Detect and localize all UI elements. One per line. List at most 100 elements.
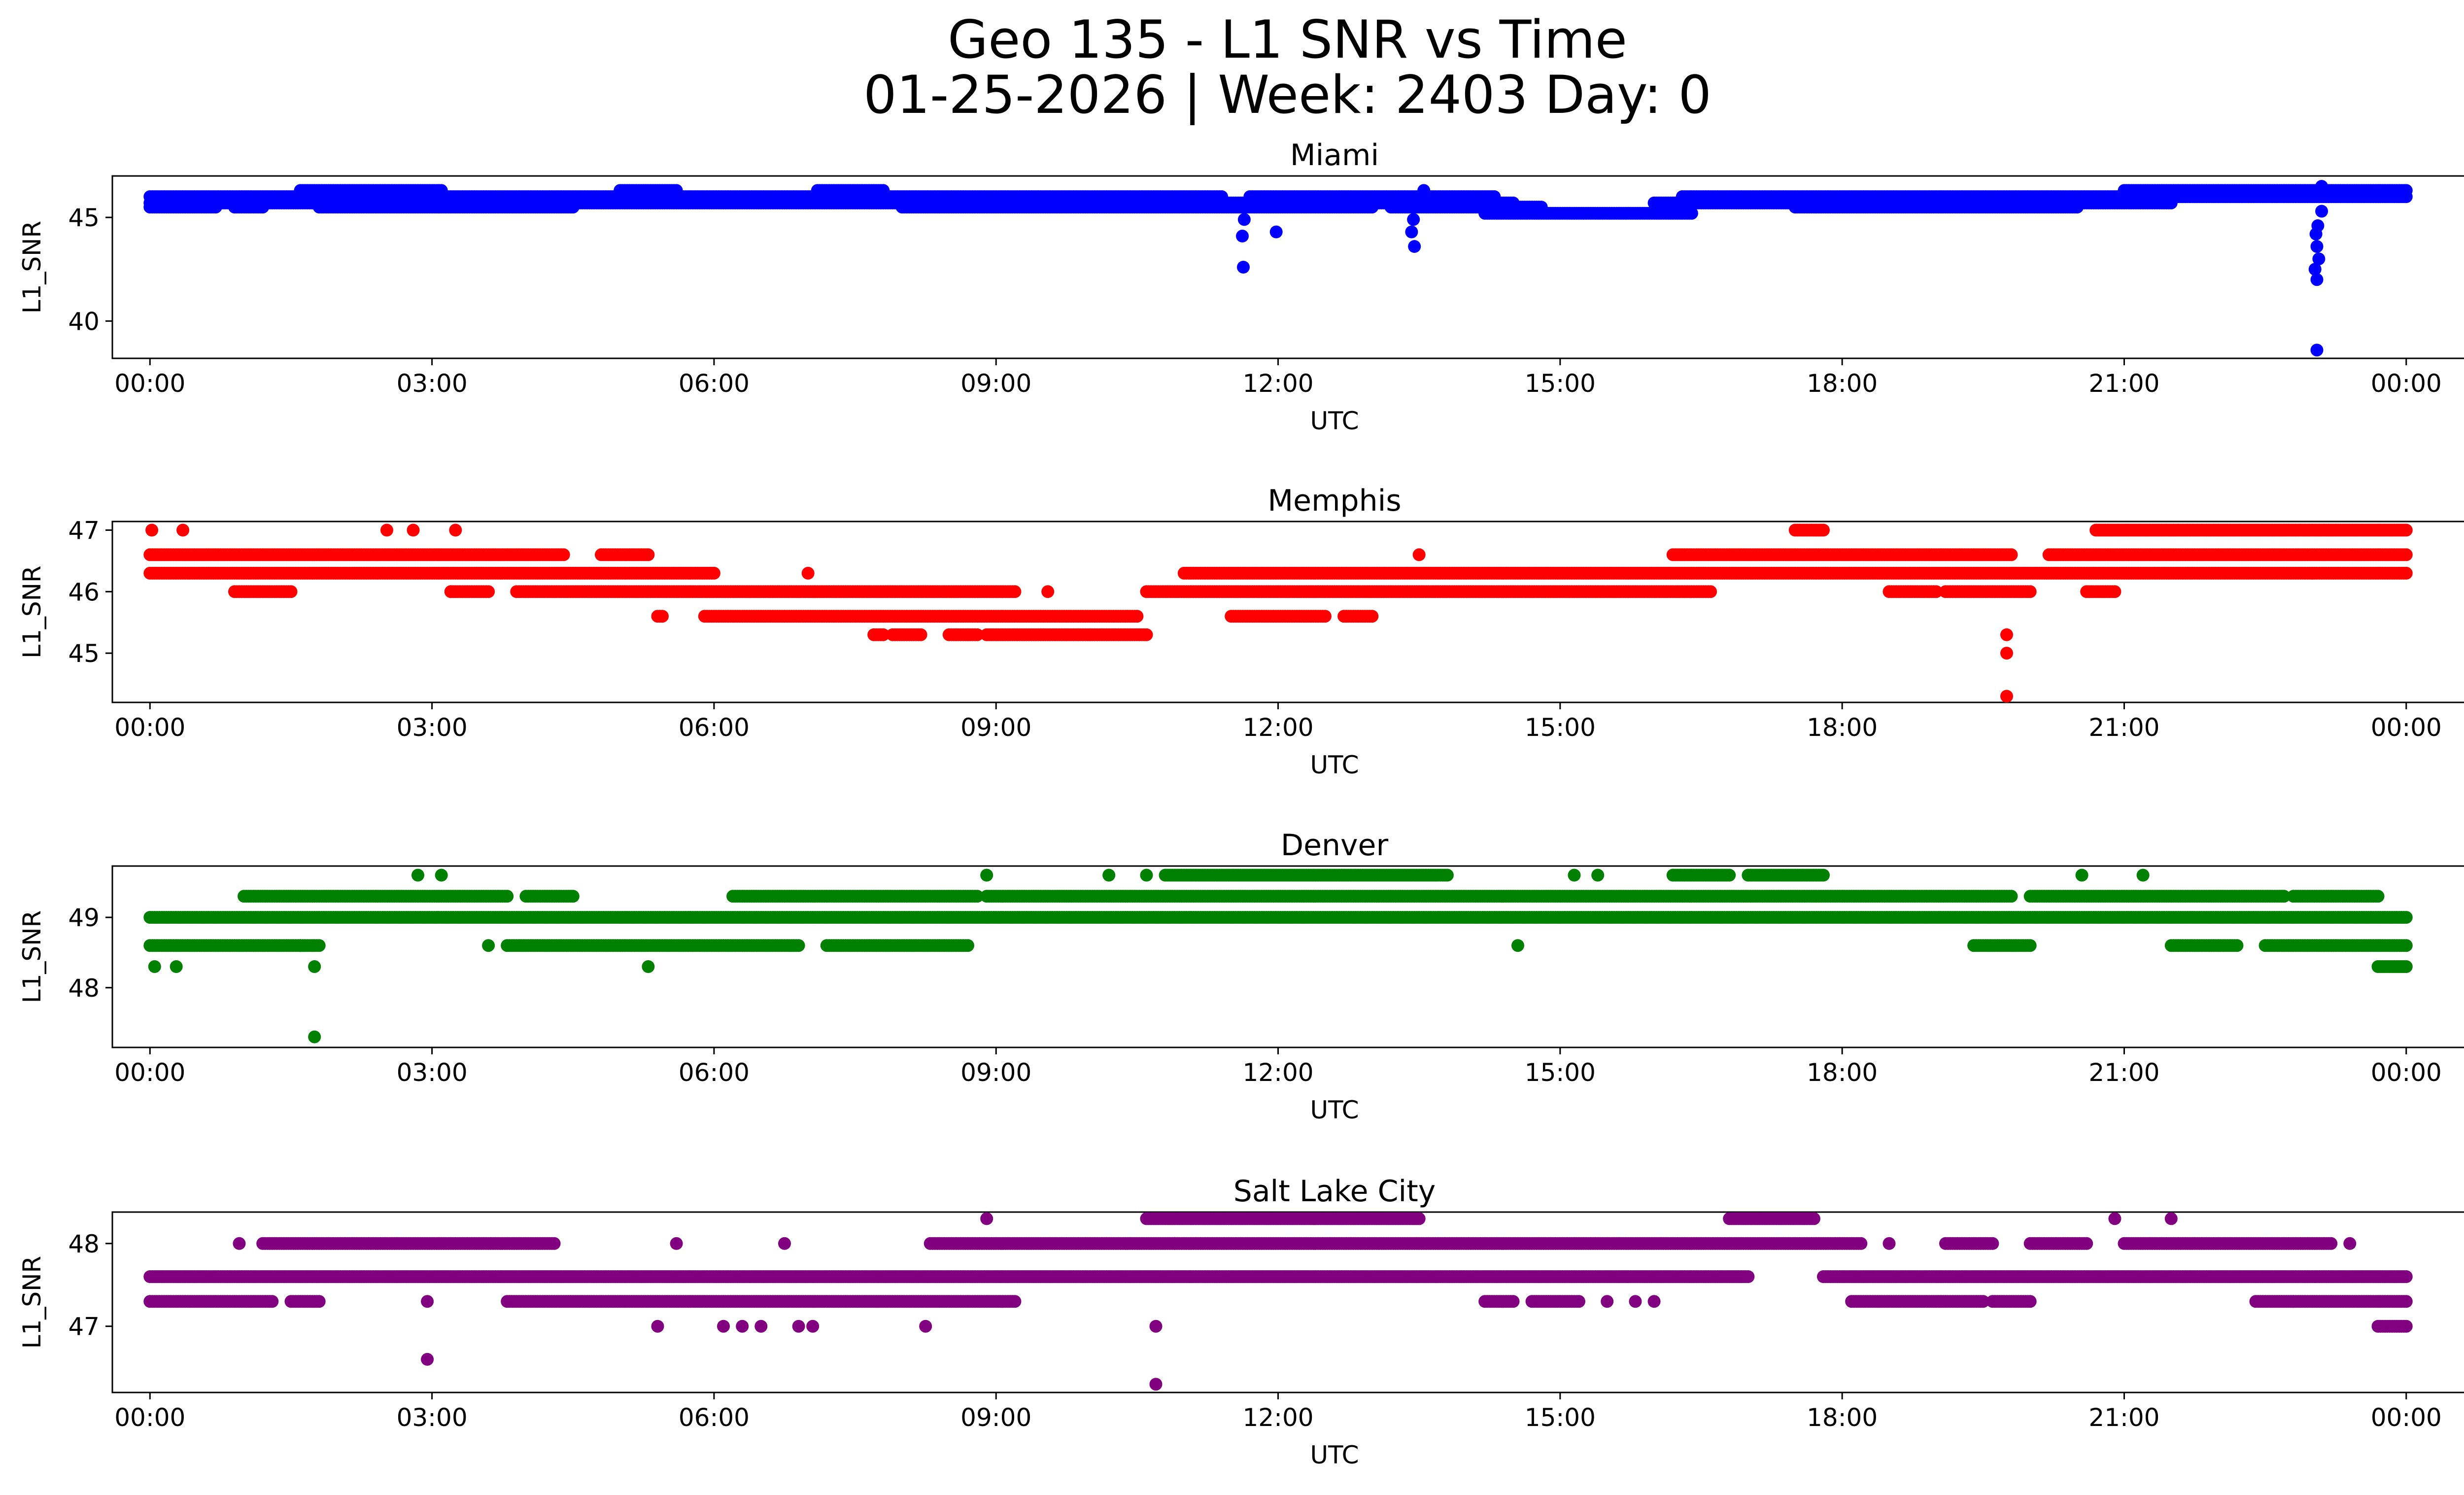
memphis-point (2399, 548, 2413, 561)
memphis-point (801, 566, 815, 580)
miami-point (2311, 219, 2325, 232)
memphis-point (2005, 548, 2018, 561)
memphis-point (1929, 585, 1943, 598)
memphis-point (1130, 610, 1144, 623)
memphis-point (1412, 548, 1426, 561)
miami-point (256, 201, 270, 214)
memphis-point (2000, 628, 2013, 641)
memphis-point (284, 585, 298, 598)
miami-point (1408, 240, 1421, 253)
memphis-xtick-label: 12:00 (1242, 713, 1313, 742)
memphis-ytick-label: 45 (68, 639, 100, 668)
memphis-xtick-label: 21:00 (2088, 713, 2159, 742)
miami-point (1236, 229, 1249, 243)
memphis-point (1318, 610, 1332, 623)
miami-point (1237, 213, 1251, 226)
memphis-point (2306, 566, 2319, 580)
memphis-point (444, 585, 457, 598)
memphis-point (176, 523, 190, 537)
miami-xtick-label: 21:00 (2088, 369, 2159, 398)
miami-point (2071, 201, 2084, 214)
denver-series (143, 869, 2413, 1043)
memphis-point (642, 548, 655, 561)
memphis-axes-frame (111, 521, 2464, 703)
miami-point (2399, 184, 2413, 197)
memphis-point (482, 585, 495, 598)
memphis-point (407, 523, 420, 537)
miami-point (1685, 207, 1698, 220)
memphis-point (557, 548, 570, 561)
memphis-point (656, 610, 669, 623)
memphis-xlabel: UTC (1310, 751, 1359, 779)
miami-point (1405, 225, 1418, 239)
miami-xtick-label: 03:00 (397, 369, 468, 398)
memphis-point (1817, 523, 1830, 537)
miami-point (435, 184, 448, 197)
memphis-point (2399, 566, 2413, 580)
miami-point (2315, 205, 2328, 218)
memphis-point (914, 628, 927, 641)
memphis-series (143, 523, 2413, 702)
miami-point (1417, 184, 1431, 197)
miami-point (2310, 344, 2324, 357)
memphis-point (2000, 690, 2013, 702)
miami-point (877, 184, 890, 197)
miami-point (209, 201, 222, 214)
memphis-point (2399, 523, 2413, 537)
memphis-point (707, 566, 720, 580)
memphis-xtick-label: 06:00 (679, 713, 750, 742)
miami-xtick-label: 18:00 (1807, 369, 1878, 398)
memphis-xtick-label: 00:00 (2371, 713, 2442, 742)
memphis-point (1140, 628, 1153, 641)
memphis-xtick-label: 09:00 (960, 713, 1031, 742)
miami-point (2310, 240, 2324, 253)
memphis-point (1008, 585, 1022, 598)
miami-title: Miami (1290, 138, 1379, 173)
chart-denver: 00:00 03:00 06:00 09:00 12:00 15:00 18:00 21:00… (18, 828, 2464, 1124)
figure-title-line2: 01-25-2026 | Week: 2403 Day: 0 (863, 65, 1711, 125)
miami-point (2308, 263, 2322, 276)
memphis-xtick-label: 03:00 (397, 713, 468, 742)
memphis-point (2023, 585, 2037, 598)
miami-xtick-label: 15:00 (1525, 369, 1596, 398)
memphis-title: Memphis (1267, 484, 1401, 518)
miami-point (566, 201, 580, 214)
miami-xtick-label: 00:00 (114, 369, 185, 398)
miami-xlabel: UTC (1310, 407, 1359, 435)
memphis-point (2000, 647, 2013, 660)
miami-xtick-label: 00:00 (2371, 369, 2442, 398)
miami-point (2310, 273, 2324, 286)
miami-point (670, 184, 683, 197)
miami-xtick-label: 12:00 (1242, 369, 1313, 398)
miami-ylabel: L1_SNR (18, 221, 46, 314)
memphis-point (877, 628, 890, 641)
chart-memphis: 00:00 03:00 06:00 09:00 12:00 15:00 18:00 21:00… (18, 484, 2464, 779)
memphis-point (449, 523, 462, 537)
miami-point (1237, 261, 1250, 274)
miami-xtick-label: 09:00 (960, 369, 1031, 398)
miami-point (2312, 252, 2326, 266)
miami-xtick-label: 06:00 (679, 369, 750, 398)
memphis-point (1366, 610, 1379, 623)
memphis-xtick-label: 00:00 (114, 713, 185, 742)
figure-title-line1: Geo 135 - L1 SNR vs Time (947, 9, 1628, 70)
memphis-xtick-label: 18:00 (1807, 713, 1878, 742)
miami-point (2315, 180, 2328, 193)
memphis-xtick-label: 15:00 (1525, 713, 1596, 742)
memphis-ytick-label: 47 (68, 516, 100, 545)
chart-miami: 00:00 03:00 06:00 09:00 12:00 15:00 18:00 21:00… (18, 138, 2464, 435)
denver-axes-frame (111, 865, 2464, 1048)
miami-ytick-label: 45 (68, 204, 100, 232)
memphis-point (1041, 585, 1055, 598)
miami-ytick-label: 40 (68, 307, 100, 336)
miami-point (2353, 188, 2366, 201)
memphis-point (145, 523, 159, 537)
memphis-point (1704, 585, 1717, 598)
miami-point (1269, 225, 1283, 239)
memphis-point (971, 628, 984, 641)
memphis-point (2108, 585, 2122, 598)
memphis-ylabel: L1_SNR (18, 565, 46, 659)
memphis-ytick-label: 46 (68, 578, 100, 606)
